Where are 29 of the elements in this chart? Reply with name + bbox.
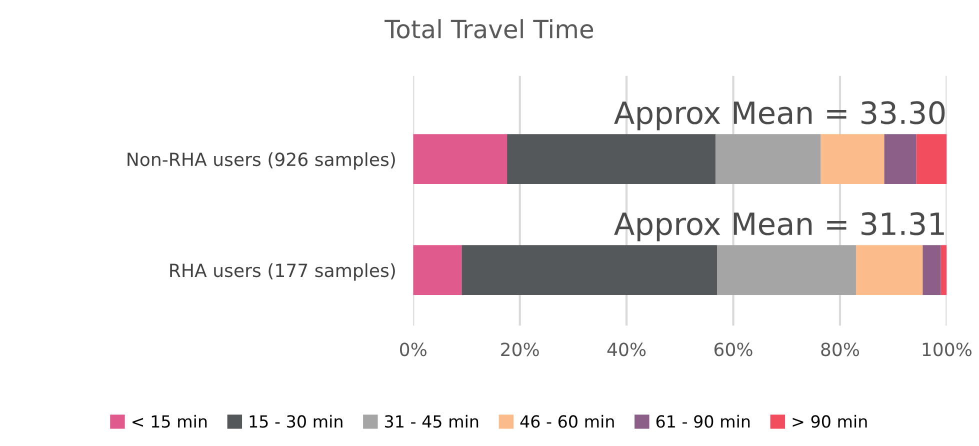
- bar: [820, 134, 884, 184]
- bar: [413, 245, 462, 296]
- legend-label: 15 - 30 min: [250, 414, 342, 428]
- x-tick-label: 80%: [821, 342, 860, 356]
- bar: [716, 134, 821, 184]
- x-tick-label: 0%: [400, 342, 426, 356]
- x-tick-label: 100%: [922, 342, 972, 356]
- x-tick-label: 40%: [607, 342, 646, 356]
- x-tick-label: 60%: [714, 342, 752, 356]
- annotation: Approx Mean = 33.30: [614, 101, 945, 130]
- bar: [922, 245, 941, 296]
- legend-label: 31 - 45 min: [385, 414, 478, 428]
- legend-label: 46 - 60 min: [520, 414, 614, 428]
- bar: [462, 245, 718, 296]
- bar: [884, 134, 916, 184]
- x-tick-label: 20%: [501, 342, 539, 356]
- annotation: Approx Mean = 31.31: [614, 212, 944, 242]
- legend-label: > 90 min: [792, 414, 867, 428]
- bar: [717, 245, 856, 296]
- bar: [856, 245, 923, 296]
- legend-label: < 15 min: [132, 414, 207, 428]
- bar: [507, 134, 716, 184]
- y-tick-label: RHA users (177 samples): [170, 263, 395, 281]
- legend-label: 61 - 90 min: [656, 414, 750, 428]
- bar: [413, 134, 508, 184]
- bar: [940, 245, 947, 296]
- bar: [916, 134, 947, 184]
- y-tick-label: Non-RHA users (926 samples): [128, 152, 395, 170]
- chart-title: Total Travel Time: [384, 19, 594, 38]
